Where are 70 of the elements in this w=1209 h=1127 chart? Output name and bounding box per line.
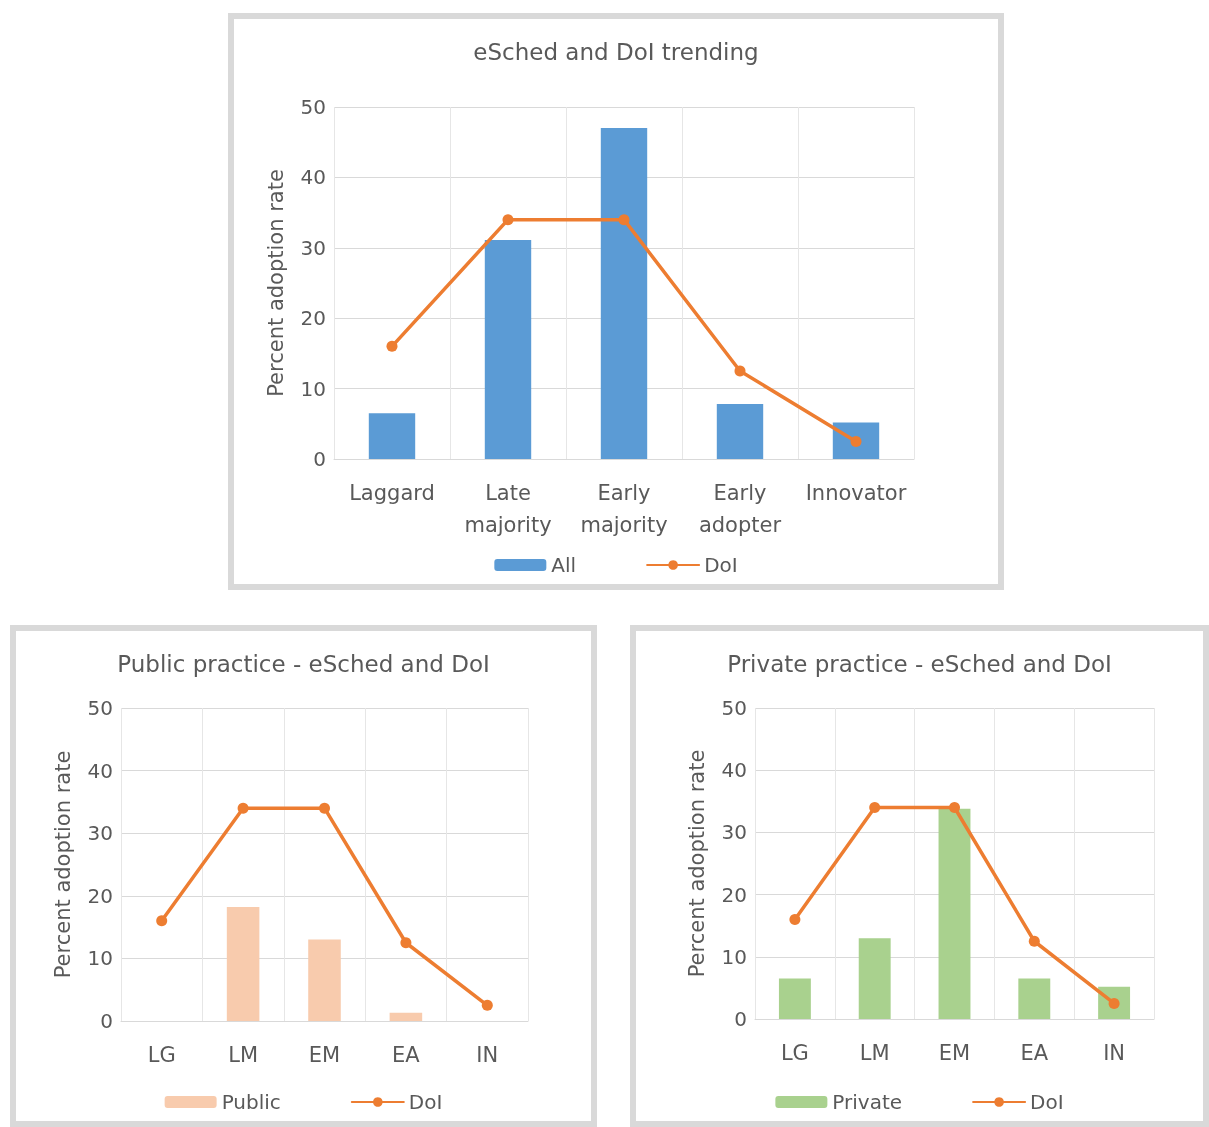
y-tick-label: 50 bbox=[721, 696, 747, 720]
x-tick-label: EM bbox=[938, 1041, 971, 1065]
legend-label: Private bbox=[832, 1090, 903, 1114]
bar bbox=[484, 240, 532, 459]
y-tick-label: 30 bbox=[87, 821, 113, 846]
legend-label: DoI bbox=[1030, 1090, 1064, 1114]
y-tick-label: 20 bbox=[300, 306, 326, 331]
point bbox=[869, 802, 881, 814]
bar bbox=[716, 404, 764, 459]
y-tick-label: 20 bbox=[87, 883, 113, 908]
x-tick-label: Innovator bbox=[805, 481, 907, 505]
point bbox=[400, 937, 412, 949]
legend-label: Public bbox=[221, 1090, 281, 1114]
point bbox=[386, 340, 398, 352]
bar bbox=[600, 128, 648, 459]
y-tick-label: 30 bbox=[721, 820, 747, 845]
y-tick-label: 10 bbox=[300, 376, 326, 401]
chart-title: Private practice - eSched and DoI bbox=[727, 650, 1112, 677]
bar bbox=[938, 808, 971, 1019]
y-axis-title: Percent adoption rate bbox=[684, 749, 709, 978]
bar bbox=[1018, 978, 1051, 1019]
point bbox=[949, 802, 960, 814]
x-tick-label: EA bbox=[392, 1043, 421, 1067]
point bbox=[734, 365, 746, 377]
chart-title: eSched and DoI trending bbox=[473, 38, 759, 65]
y-tick-label: 10 bbox=[721, 944, 747, 969]
y-tick-label: 40 bbox=[87, 758, 113, 783]
point bbox=[481, 999, 493, 1011]
x-tick-label: Laggard bbox=[349, 481, 435, 505]
y-tick-label: 40 bbox=[300, 165, 326, 190]
point bbox=[319, 802, 330, 814]
y-tick-label: 50 bbox=[300, 95, 326, 119]
bar bbox=[389, 1012, 423, 1021]
x-tick-label: Early adopter bbox=[698, 481, 782, 537]
bar bbox=[778, 978, 811, 1019]
y-tick-label: 40 bbox=[721, 758, 747, 783]
y-tick-label: 0 bbox=[100, 1009, 113, 1033]
x-tick-label: Early majority bbox=[580, 481, 668, 537]
x-tick-label: LM bbox=[859, 1041, 890, 1065]
x-tick-label: LG bbox=[780, 1041, 809, 1065]
point bbox=[156, 915, 168, 927]
bar bbox=[308, 939, 341, 1021]
y-tick-label: 0 bbox=[734, 1007, 747, 1031]
y-tick-label: 10 bbox=[87, 946, 113, 971]
legend-label: All bbox=[551, 553, 577, 577]
x-tick-label: LG bbox=[147, 1043, 176, 1067]
point bbox=[1028, 935, 1040, 947]
y-tick-label: 0 bbox=[313, 447, 326, 471]
x-tick-label: EA bbox=[1020, 1041, 1049, 1065]
point bbox=[789, 913, 801, 925]
y-axis-title: Percent adoption rate bbox=[263, 169, 288, 397]
x-tick-label: IN bbox=[1103, 1041, 1126, 1065]
bar bbox=[226, 907, 260, 1021]
legend-label: DoI bbox=[704, 553, 738, 577]
legend-label: DoI bbox=[408, 1090, 443, 1114]
point bbox=[502, 214, 514, 226]
chart-title: Public practice - eSched and DoI bbox=[117, 650, 490, 677]
x-tick-label: LM bbox=[228, 1043, 259, 1067]
x-tick-label: Late majority bbox=[464, 481, 552, 537]
y-axis-title: Percent adoption rate bbox=[50, 750, 75, 979]
point bbox=[237, 802, 249, 814]
y-tick-label: 30 bbox=[300, 235, 326, 260]
y-tick-label: 20 bbox=[721, 882, 747, 907]
bar bbox=[832, 422, 880, 459]
y-tick-label: 50 bbox=[87, 696, 113, 720]
point bbox=[618, 214, 630, 226]
x-tick-label: EM bbox=[308, 1043, 341, 1067]
bar bbox=[858, 938, 891, 1019]
bar bbox=[368, 413, 416, 459]
x-tick-label: IN bbox=[476, 1043, 499, 1067]
